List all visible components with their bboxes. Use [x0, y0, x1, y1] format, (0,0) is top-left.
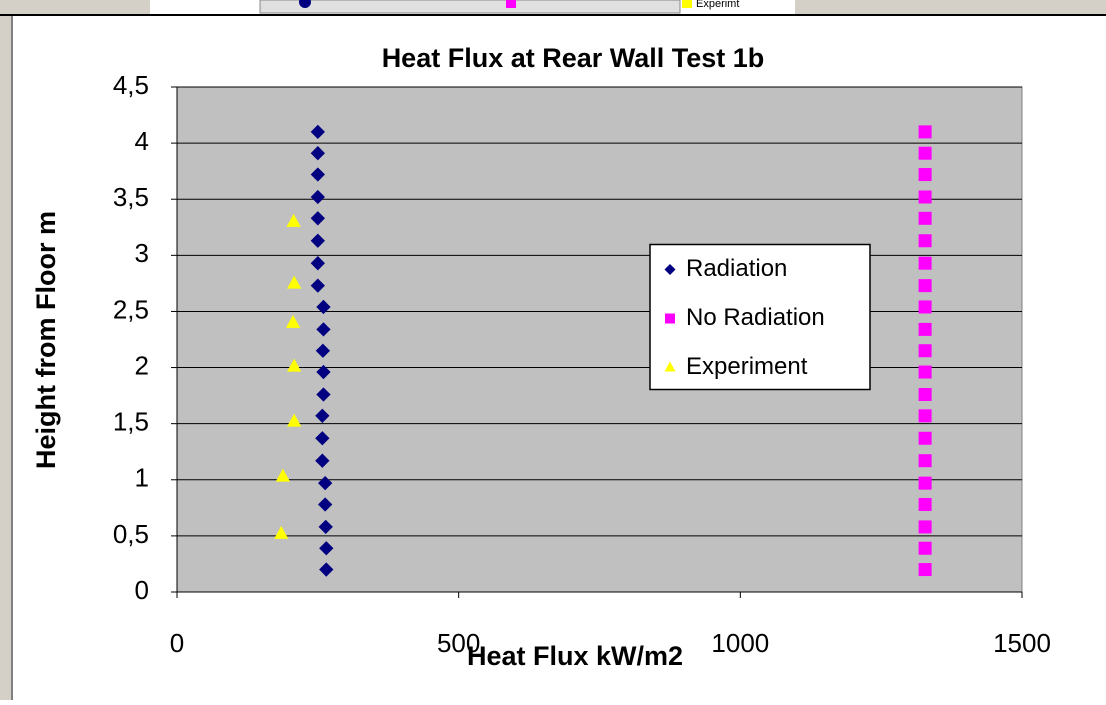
marker-triangle [287, 275, 302, 289]
legend-marker [664, 361, 676, 372]
y-tick-label: 1 [135, 463, 149, 493]
marker-square [918, 476, 932, 490]
marker-square [918, 541, 932, 555]
marker-triangle [287, 413, 302, 427]
marker-square [918, 211, 932, 225]
marker-square [918, 520, 932, 534]
marker-triangle [286, 213, 301, 227]
marker-diamond [315, 343, 331, 358]
plot-area [176, 86, 1023, 593]
marker-square [918, 279, 932, 293]
marker-diamond [310, 167, 325, 182]
y-tick-label: 4 [135, 126, 149, 156]
x-tick-label: 1000 [711, 628, 769, 658]
marker-square [918, 146, 932, 160]
marker-diamond [319, 541, 334, 556]
x-tick-label: 0 [170, 628, 184, 658]
marker-diamond [315, 431, 330, 446]
marker-square [918, 168, 932, 182]
marker-square [918, 387, 932, 401]
legend-marker [664, 264, 676, 275]
y-tick-label: 2 [135, 350, 149, 380]
legend-label: Experiment [686, 353, 808, 380]
x-tick-label: 500 [437, 628, 480, 658]
y-tick-label: 3,5 [113, 182, 149, 212]
marker-square [918, 497, 932, 511]
marker-square [918, 300, 932, 314]
marker-diamond [316, 322, 331, 337]
marker-diamond [318, 475, 333, 491]
y-tick-label: 0 [135, 575, 149, 605]
legend-marker [665, 313, 675, 324]
y-tick-label: 1,5 [113, 407, 149, 437]
y-tick-label: 0,5 [113, 519, 149, 549]
marker-diamond [319, 562, 334, 577]
y-axis-label: Height from Floor m [31, 211, 61, 469]
marker-diamond [318, 519, 333, 535]
marker-square [918, 563, 932, 577]
toolbar-icon [506, 0, 516, 8]
marker-square [918, 234, 932, 248]
marker-square [918, 125, 932, 139]
marker-diamond [315, 453, 330, 468]
marker-diamond [316, 299, 331, 315]
marker-square [918, 454, 932, 468]
marker-diamond [318, 497, 333, 512]
marker-square [918, 190, 932, 204]
legend-box [649, 243, 871, 391]
y-tick-label: 4,5 [113, 70, 149, 100]
chart-title: Heat Flux at Rear Wall Test 1b [382, 43, 765, 73]
marker-diamond [310, 124, 325, 140]
legend-label: No Radiation [686, 304, 825, 331]
legend-label: Radiation [686, 255, 787, 282]
marker-square [918, 431, 932, 445]
marker-diamond [315, 408, 330, 423]
marker-diamond [316, 387, 331, 402]
marker-square [918, 344, 932, 358]
marker-diamond [316, 364, 331, 380]
y-tick-label: 2,5 [113, 294, 149, 324]
marker-triangle [287, 358, 302, 372]
toolbar-icon [682, 0, 692, 8]
marker-square [918, 409, 932, 423]
y-tick-label: 3 [135, 238, 149, 268]
marker-diamond [310, 146, 325, 161]
marker-triangle [275, 468, 291, 482]
x-axis-label: Heat Flux kW/m2 [467, 641, 683, 671]
marker-diamond [310, 189, 325, 205]
toolbar-label: Experimt [696, 0, 739, 10]
toolbar-cell [259, 0, 681, 14]
marker-diamond [310, 256, 325, 271]
marker-triangle [274, 525, 289, 539]
marker-diamond [310, 211, 325, 226]
marker-diamond [310, 233, 325, 248]
marker-diamond [310, 278, 325, 293]
marker-triangle [285, 314, 301, 328]
marker-square [918, 365, 932, 379]
toolbar-icon [299, 0, 311, 8]
x-tick-label: 1500 [993, 628, 1051, 658]
marker-square [918, 322, 932, 336]
marker-square [918, 256, 932, 270]
